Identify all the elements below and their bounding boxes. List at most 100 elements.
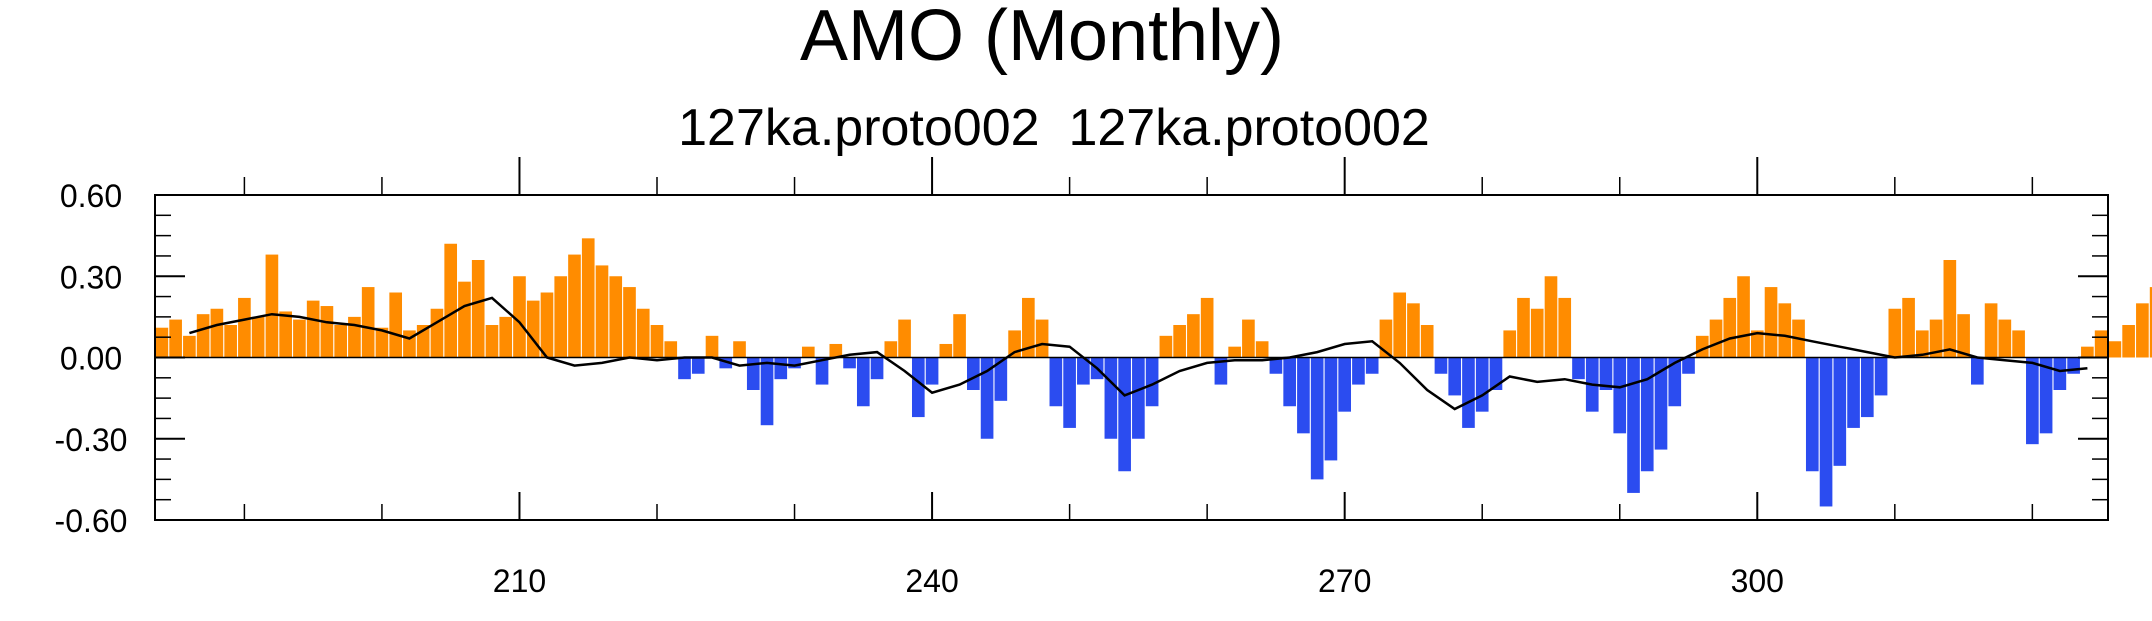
bar bbox=[650, 325, 664, 358]
bar bbox=[169, 319, 182, 358]
bar bbox=[1998, 319, 2012, 358]
bar bbox=[1929, 319, 1943, 358]
bar bbox=[1627, 357, 1640, 493]
smoothed-line bbox=[189, 296, 2088, 411]
bar bbox=[1544, 276, 1558, 358]
bar bbox=[678, 357, 691, 380]
y-tick-label: -0.60 bbox=[55, 503, 128, 539]
bar bbox=[581, 238, 595, 358]
x-tick-label: 210 bbox=[493, 563, 546, 599]
bar bbox=[320, 306, 334, 358]
bar bbox=[1805, 357, 1819, 472]
bar bbox=[499, 316, 513, 358]
bar bbox=[636, 308, 650, 358]
bar bbox=[870, 357, 884, 380]
bar bbox=[1489, 357, 1503, 390]
bar bbox=[1049, 357, 1063, 407]
bar bbox=[2026, 357, 2039, 445]
bar bbox=[458, 281, 471, 358]
bar bbox=[774, 357, 788, 380]
bar bbox=[1819, 357, 1833, 507]
bar bbox=[829, 343, 843, 358]
bar bbox=[911, 357, 925, 418]
bar bbox=[1764, 287, 1778, 358]
bar bbox=[1957, 314, 1970, 358]
bar bbox=[1200, 297, 1214, 358]
bar bbox=[1022, 297, 1035, 358]
bar bbox=[1118, 357, 1131, 472]
bar bbox=[856, 357, 870, 407]
bar bbox=[623, 287, 636, 358]
bar bbox=[719, 357, 733, 369]
bar bbox=[898, 319, 911, 358]
bar bbox=[375, 327, 389, 358]
bar bbox=[994, 357, 1008, 401]
bar bbox=[293, 319, 306, 358]
bar bbox=[1517, 297, 1530, 358]
bar bbox=[1984, 303, 1998, 358]
bar bbox=[1297, 357, 1310, 434]
bars-layer bbox=[155, 238, 2152, 507]
bar bbox=[1750, 330, 1764, 358]
bar bbox=[1393, 292, 1407, 358]
bar bbox=[1448, 357, 1462, 396]
bar bbox=[540, 292, 554, 358]
bar bbox=[815, 357, 829, 385]
bar bbox=[2039, 357, 2053, 434]
bar bbox=[306, 300, 320, 358]
bar bbox=[1778, 303, 1792, 358]
bar bbox=[1847, 357, 1860, 428]
bar bbox=[238, 297, 251, 358]
bar bbox=[1255, 341, 1269, 358]
ticks-layer bbox=[155, 157, 2108, 521]
bar bbox=[1352, 357, 1365, 385]
bar bbox=[568, 254, 581, 358]
bar bbox=[1737, 276, 1750, 358]
bar bbox=[1503, 330, 1517, 358]
bar bbox=[2149, 287, 2152, 358]
bar bbox=[1558, 297, 1572, 358]
bar bbox=[1077, 357, 1090, 385]
bar bbox=[224, 325, 237, 358]
y-tick-label: 0.60 bbox=[60, 178, 122, 214]
bar bbox=[1530, 308, 1544, 358]
bar bbox=[389, 292, 403, 358]
y-tick-label: 0.00 bbox=[60, 341, 122, 377]
bar bbox=[526, 300, 540, 358]
bar bbox=[1242, 319, 1255, 358]
bar bbox=[1434, 357, 1448, 374]
y-tick-label: -0.30 bbox=[55, 422, 128, 458]
bar bbox=[1833, 357, 1847, 466]
bar bbox=[1572, 357, 1585, 380]
bar bbox=[953, 314, 966, 358]
bar bbox=[1324, 357, 1338, 461]
bar bbox=[1104, 357, 1118, 439]
bar bbox=[183, 335, 196, 358]
bar bbox=[801, 346, 815, 358]
bar bbox=[2108, 341, 2122, 358]
chart-title: AMO (Monthly) bbox=[799, 0, 1285, 76]
bar bbox=[1310, 357, 1324, 480]
bar bbox=[485, 325, 499, 358]
bar bbox=[1035, 319, 1049, 358]
bar bbox=[1132, 357, 1145, 439]
bar bbox=[471, 260, 485, 358]
bar bbox=[760, 357, 774, 426]
bar bbox=[1888, 308, 1902, 358]
bar bbox=[348, 316, 361, 358]
bar bbox=[788, 357, 801, 369]
chart-subtitle: 127ka.proto002 127ka.proto002 bbox=[678, 99, 1430, 157]
bar bbox=[1145, 357, 1159, 407]
bar bbox=[1462, 357, 1475, 428]
bar bbox=[1613, 357, 1627, 434]
bar bbox=[1420, 325, 1434, 358]
bar bbox=[251, 316, 265, 358]
bar bbox=[1874, 357, 1888, 396]
bar bbox=[1228, 346, 1241, 358]
bar bbox=[1269, 357, 1283, 374]
bar bbox=[279, 311, 292, 358]
bar bbox=[1407, 303, 1420, 358]
x-tick-label: 300 bbox=[1731, 563, 1784, 599]
bar bbox=[1640, 357, 1654, 472]
